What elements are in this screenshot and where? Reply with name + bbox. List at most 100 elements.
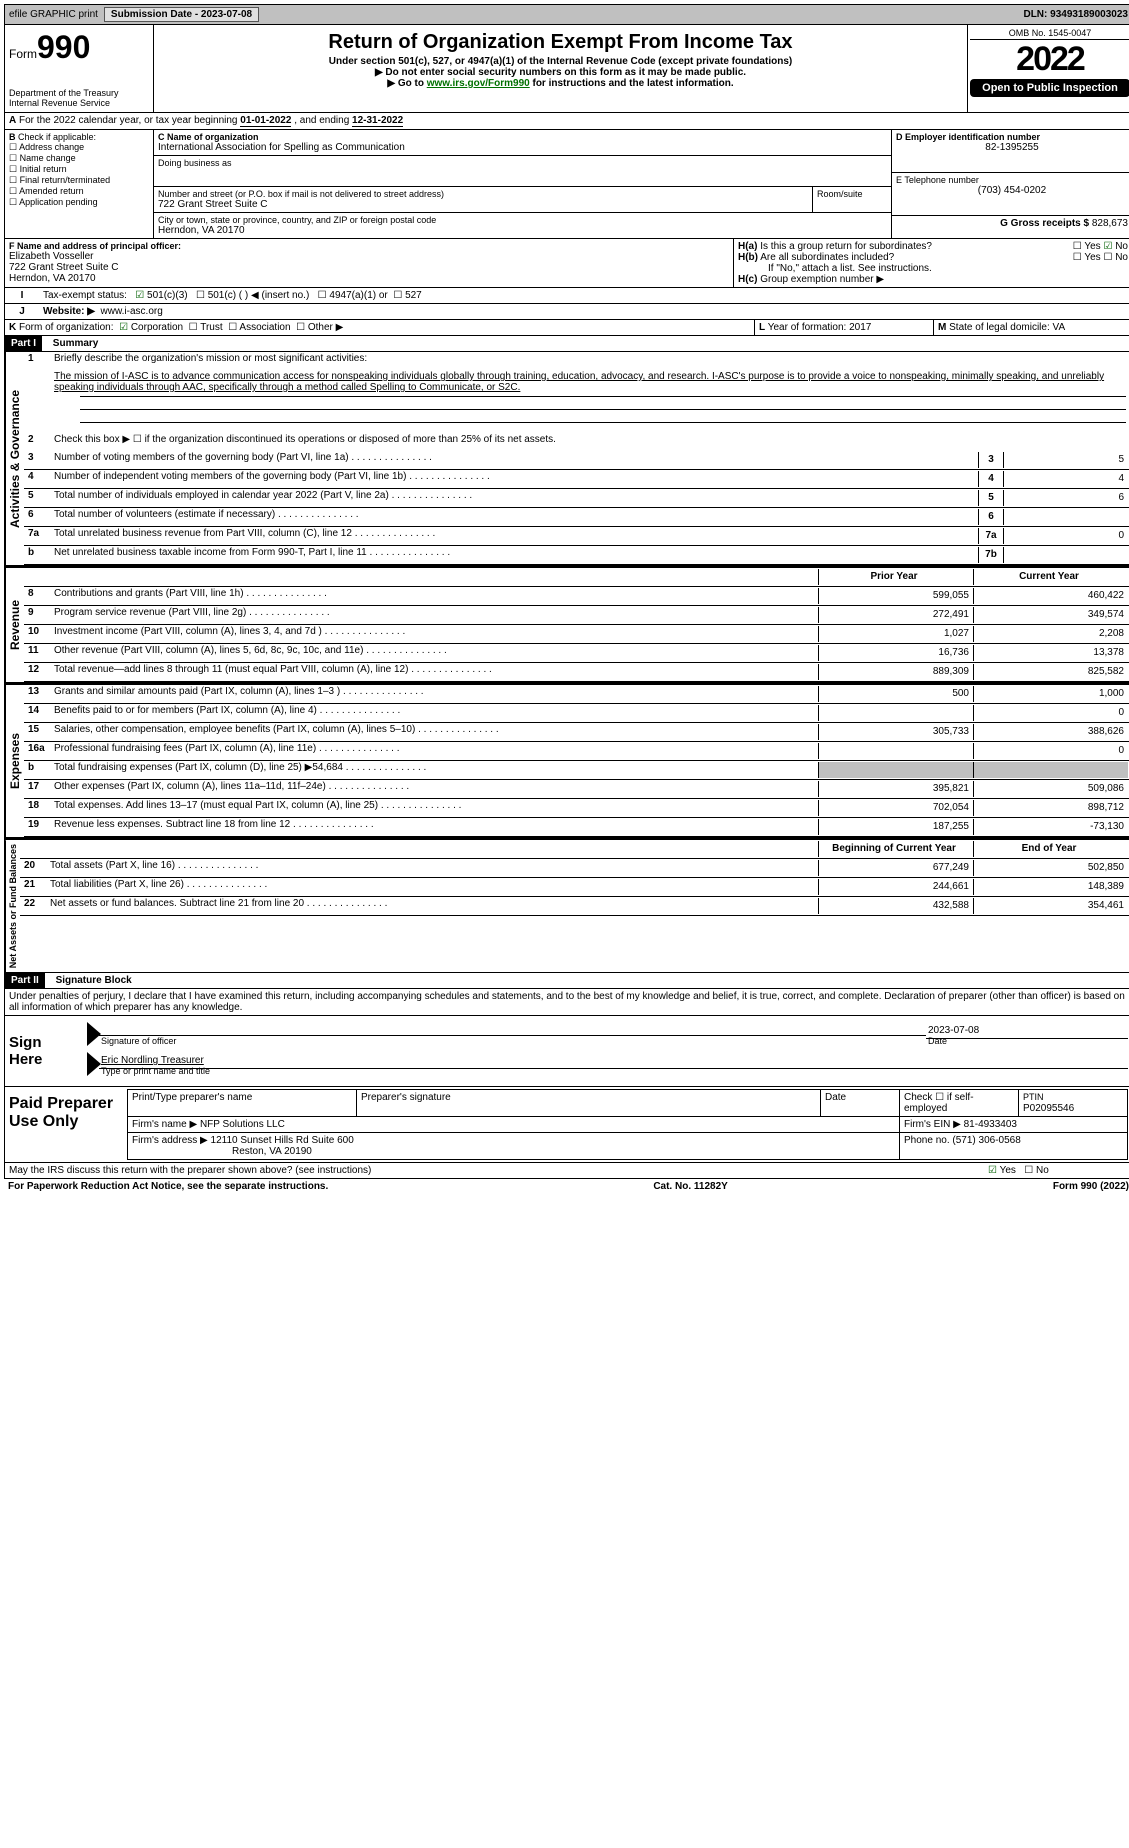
perjury-declaration: Under penalties of perjury, I declare th… xyxy=(4,989,1129,1016)
discuss-no[interactable]: No xyxy=(1024,1165,1049,1176)
col-current-year: Current Year xyxy=(973,569,1128,585)
identity-block: B Check if applicable: Address change Na… xyxy=(4,130,1129,239)
sig-date-label: Date xyxy=(928,1036,947,1046)
footer-form: Form 990 (2022) xyxy=(1053,1181,1129,1192)
officer-name: Elizabeth Vosseller xyxy=(9,251,729,262)
paid-preparer-label: Paid Preparer Use Only xyxy=(5,1087,123,1162)
irs-link[interactable]: www.irs.gov/Form990 xyxy=(427,78,530,89)
table-row: 11Other revenue (Part VIII, column (A), … xyxy=(24,644,1129,663)
mission-text: The mission of I-ASC is to advance commu… xyxy=(54,371,1128,393)
l1-label: Briefly describe the organization's miss… xyxy=(54,353,1128,364)
table-row: 13Grants and similar amounts paid (Part … xyxy=(24,685,1129,704)
table-row: 9Program service revenue (Part VIII, lin… xyxy=(24,606,1129,625)
e-label: E Telephone number xyxy=(896,175,1128,185)
col-begin-year: Beginning of Current Year xyxy=(818,841,973,857)
chk-initial-return[interactable]: Initial return xyxy=(9,164,67,174)
table-row: 12Total revenue—add lines 8 through 11 (… xyxy=(24,663,1129,682)
chk-name-change[interactable]: Name change xyxy=(9,153,76,163)
footer-cat: Cat. No. 11282Y xyxy=(653,1181,727,1192)
chk-527[interactable]: 527 xyxy=(393,290,421,301)
chk-association[interactable]: Association xyxy=(228,322,290,333)
line-a: A For the 2022 calendar year, or tax yea… xyxy=(4,113,1129,130)
hb-label: Are all subordinates included? xyxy=(760,252,894,263)
prep-sig-label: Preparer's signature xyxy=(357,1090,821,1117)
form-word: Form xyxy=(9,47,37,61)
chk-final-return[interactable]: Final return/terminated xyxy=(9,175,110,185)
line-a-mid: , and ending xyxy=(294,115,352,126)
prep-date-label: Date xyxy=(821,1090,900,1117)
chk-corporation[interactable]: Corporation xyxy=(119,322,183,333)
discuss-yes[interactable]: Yes xyxy=(988,1165,1016,1176)
sig-date-value: 2023-07-08 xyxy=(928,1025,1128,1036)
ssn-warning: Do not enter social security numbers on … xyxy=(162,67,959,78)
phone-value: (703) 454-0202 xyxy=(896,185,1128,196)
b-label: Check if applicable: xyxy=(18,132,96,142)
efile-label: efile GRAPHIC print xyxy=(9,9,98,20)
line-a-pre: For the 2022 calendar year, or tax year … xyxy=(19,115,240,126)
firm-ein-label: Firm's EIN ▶ xyxy=(904,1119,961,1130)
form-title: Return of Organization Exempt From Incom… xyxy=(162,31,959,54)
part1-header-row: Part I Summary xyxy=(4,336,1129,352)
table-row: 6Total number of volunteers (estimate if… xyxy=(24,508,1129,527)
firm-phone-label: Phone no. xyxy=(904,1135,950,1146)
goto-post: for instructions and the latest informat… xyxy=(530,78,734,89)
l-label: Year of formation: xyxy=(768,322,847,333)
tax-year-begin: 01-01-2022 xyxy=(240,115,291,127)
ha-no[interactable]: No xyxy=(1103,241,1128,252)
table-row: 7aTotal unrelated business revenue from … xyxy=(24,527,1129,546)
room-label: Room/suite xyxy=(813,187,891,212)
chk-501c[interactable]: 501(c) ( ) ◀ (insert no.) xyxy=(196,290,309,301)
open-to-public: Open to Public Inspection xyxy=(970,79,1129,97)
dba-label: Doing business as xyxy=(158,158,887,168)
hc-label: Group exemption number ▶ xyxy=(760,274,884,285)
sign-here-block: Sign Here Signature of officer 2023-07-0… xyxy=(4,1016,1129,1087)
table-row: 16aProfessional fundraising fees (Part I… xyxy=(24,742,1129,761)
col-prior-year: Prior Year xyxy=(818,569,973,585)
hb-no[interactable]: No xyxy=(1103,252,1128,263)
c-name-label: C Name of organization xyxy=(158,132,887,142)
chk-501c3[interactable]: 501(c)(3) xyxy=(135,290,187,301)
prep-self-employed[interactable]: Check ☐ if self-employed xyxy=(900,1090,1019,1117)
i-label: Tax-exempt status: xyxy=(43,290,127,301)
hb-yes[interactable]: Yes xyxy=(1073,252,1101,263)
submission-date-btn[interactable]: Submission Date - 2023-07-08 xyxy=(104,7,259,22)
netassets-section: Net Assets or Fund Balances Beginning of… xyxy=(4,838,1129,973)
sig-officer-label: Signature of officer xyxy=(99,1035,926,1046)
l2-text: Check this box ▶ ☐ if the organization d… xyxy=(54,434,1128,445)
website-value: www.i-asc.org xyxy=(101,306,163,317)
ha-yes[interactable]: Yes xyxy=(1073,241,1101,252)
ptin-label: PTIN xyxy=(1023,1092,1044,1102)
city-label: City or town, state or province, country… xyxy=(158,215,887,225)
table-row: bTotal fundraising expenses (Part IX, co… xyxy=(24,761,1129,780)
governance-section: Activities & Governance 1Briefly describ… xyxy=(4,352,1129,566)
org-form-row: K Form of organization: Corporation Trus… xyxy=(4,320,1129,336)
officer-addr2: Herndon, VA 20170 xyxy=(9,273,729,284)
org-street: 722 Grant Street Suite C xyxy=(158,199,808,210)
table-row: 18Total expenses. Add lines 13–17 (must … xyxy=(24,799,1129,818)
firm-addr2: Reston, VA 20190 xyxy=(132,1146,312,1157)
dln-label: DLN: 93493189003023 xyxy=(1023,9,1128,20)
sign-here-label: Sign Here xyxy=(5,1016,83,1086)
dept-treasury: Department of the Treasury xyxy=(9,88,149,98)
street-label: Number and street (or P.O. box if mail i… xyxy=(158,189,808,199)
footer-left: For Paperwork Reduction Act Notice, see … xyxy=(8,1181,328,1192)
table-row: 21Total liabilities (Part X, line 26)244… xyxy=(20,878,1129,897)
chk-application-pending[interactable]: Application pending xyxy=(9,197,98,207)
tax-exempt-row: I Tax-exempt status: 501(c)(3) 501(c) ( … xyxy=(4,288,1129,304)
expenses-section: Expenses 13Grants and similar amounts pa… xyxy=(4,683,1129,838)
omb-number: OMB No. 1545-0047 xyxy=(970,27,1129,40)
prep-name-label: Print/Type preparer's name xyxy=(128,1090,357,1117)
type-name-label: Type or print name and title xyxy=(101,1066,210,1076)
chk-other[interactable]: Other ▶ xyxy=(296,322,343,333)
firm-ein: 81-4933403 xyxy=(964,1119,1017,1130)
part1-badge: Part I xyxy=(5,336,42,351)
part2-title: Signature Block xyxy=(48,975,132,986)
efile-top-bar: efile GRAPHIC print Submission Date - 20… xyxy=(4,4,1129,25)
j-label: Website: ▶ xyxy=(43,306,95,317)
chk-trust[interactable]: Trust xyxy=(189,322,223,333)
f-label: F Name and address of principal officer: xyxy=(9,241,729,251)
table-row: 5Total number of individuals employed in… xyxy=(24,489,1129,508)
chk-amended-return[interactable]: Amended return xyxy=(9,186,84,196)
chk-4947[interactable]: 4947(a)(1) or xyxy=(318,290,388,301)
chk-address-change[interactable]: Address change xyxy=(9,142,84,152)
